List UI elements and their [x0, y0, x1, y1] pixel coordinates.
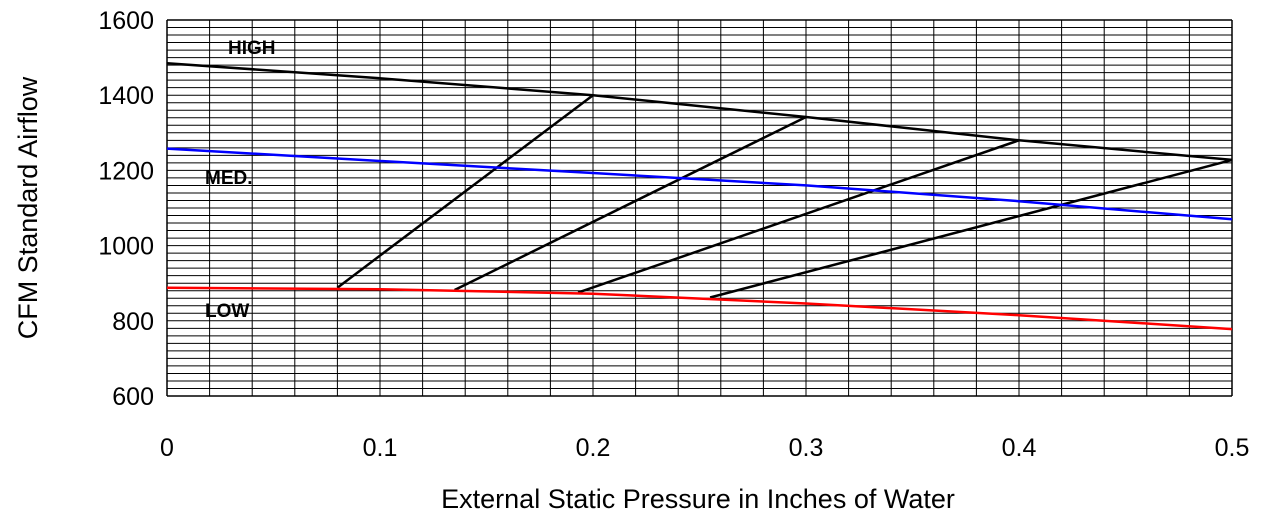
x-tick-labels: 0 0.1 0.2 0.3 0.4 0.5: [160, 434, 1249, 462]
series-line-low: [166, 286, 1233, 331]
y-tick-label: 1600: [98, 7, 154, 35]
x-axis-title: External Static Pressure in Inches of Wa…: [441, 484, 955, 514]
x-tick-label: 0.4: [1002, 434, 1037, 462]
grid: [166, 19, 1233, 397]
y-tick-labels: 600 800 1000 1200 1400 1600: [98, 7, 154, 411]
x-tick-label: 0.3: [789, 434, 824, 462]
x-tick-label: 0: [160, 434, 174, 462]
y-tick-label: 1000: [98, 233, 154, 261]
y-tick-label: 1200: [98, 157, 154, 185]
x-tick-label: 0.5: [1215, 434, 1250, 462]
connector-line: [709, 158, 1233, 299]
series-label-low: LOW: [205, 301, 249, 322]
series-label-high: HIGH: [228, 38, 276, 59]
series-labels: HIGH MED. LOW: [205, 38, 276, 322]
series-lines: [166, 61, 1233, 331]
series-label-med: MED.: [205, 168, 253, 189]
connector-line: [577, 139, 1020, 294]
x-tick-label: 0.1: [363, 434, 398, 462]
x-tick-label: 0.2: [576, 434, 611, 462]
series-line-med: [166, 147, 1233, 221]
y-tick-label: 600: [112, 383, 154, 411]
series-line-high: [166, 61, 1233, 162]
connector-line: [336, 94, 594, 289]
connector-lines: [336, 94, 1233, 299]
y-axis-title: CFM Standard Airflow: [13, 76, 43, 339]
y-tick-label: 1400: [98, 82, 154, 110]
y-tick-label: 800: [112, 308, 154, 336]
connector-line: [454, 115, 807, 292]
